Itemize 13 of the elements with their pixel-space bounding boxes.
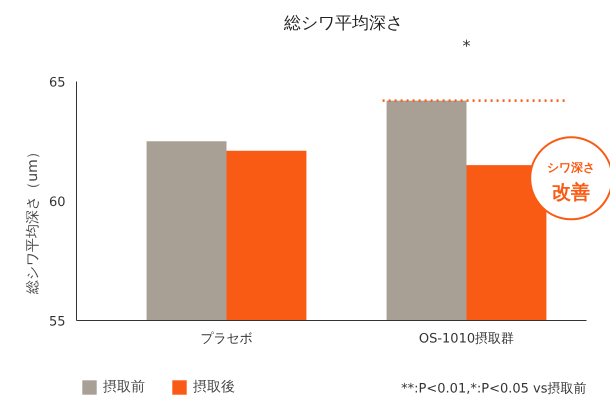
y-tick-label: 55 bbox=[48, 314, 66, 330]
chart-title: 総シワ平均深さ bbox=[283, 14, 403, 34]
y-tick-label: 65 bbox=[48, 76, 66, 91]
legend-label: 摂取後 bbox=[193, 378, 235, 396]
annotation: 改善 bbox=[552, 182, 590, 204]
text: **:P<0.01,*:P<0.05 vs摂取前 bbox=[401, 381, 587, 396]
x-tick-label: プラセボ bbox=[200, 331, 252, 346]
y-tick-label: 60 bbox=[48, 194, 66, 210]
y-axis-title: 総シワ平均深さ（um） bbox=[24, 145, 41, 295]
x-tick-label: OS-1010摂取群 bbox=[418, 331, 514, 346]
annotation: シワ深さ bbox=[547, 160, 596, 175]
text: * bbox=[462, 36, 470, 56]
legend-label: 摂取前 bbox=[103, 378, 145, 396]
